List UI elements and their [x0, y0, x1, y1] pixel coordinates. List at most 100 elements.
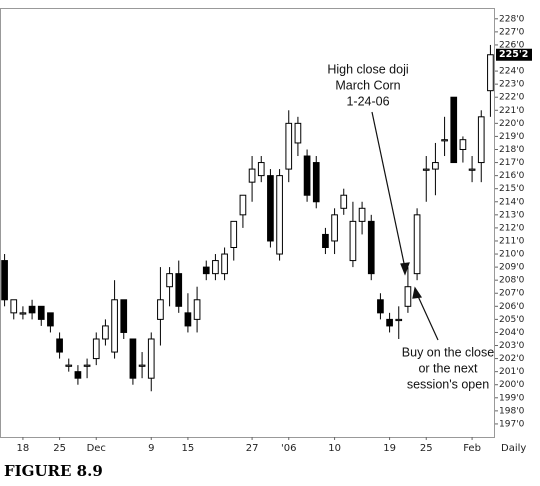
candle-body [386, 318, 393, 327]
arrowhead [400, 262, 410, 276]
candle-body [377, 299, 384, 314]
y-tick-label: 197'0 [499, 419, 525, 429]
y-tick-label: 210'0 [499, 250, 525, 260]
arrow [371, 111, 406, 269]
candle-body [422, 168, 430, 171]
candle-body [193, 299, 201, 320]
candle-body [120, 299, 128, 333]
candle-body [413, 214, 421, 275]
y-tick-label: 224'0 [499, 67, 525, 77]
caption: FIGURE 8.9 [4, 462, 103, 480]
candle-body [230, 220, 238, 249]
y-tick-label: 213'0 [499, 210, 525, 220]
x-tick-label: 10 [328, 443, 341, 454]
y-tick-label: 215'0 [499, 184, 525, 194]
annotation: High close doji [327, 62, 408, 76]
y-tick-label: 227'0 [499, 27, 525, 37]
arrowhead [412, 286, 423, 299]
candle-body [468, 168, 476, 171]
candle-body [10, 299, 18, 314]
candle-body [92, 338, 100, 360]
period-label: Daily [501, 443, 526, 454]
candle-body [65, 364, 73, 367]
y-tick-label: 201'0 [499, 367, 525, 377]
annotation: or the next [418, 361, 478, 375]
candle-body [294, 122, 302, 144]
y-tick-label: 211'0 [499, 236, 525, 246]
arrows [371, 111, 439, 341]
candle-body [166, 273, 173, 288]
y-tick-label: 221'0 [499, 106, 525, 116]
y-tick-label: 207'0 [499, 289, 525, 299]
y-tick-label: 216'0 [499, 171, 525, 181]
candle-body [157, 299, 164, 320]
candle-body [395, 318, 403, 322]
candle-body [312, 162, 320, 203]
annotation: session's open [407, 377, 489, 391]
y-tick-label: 205'0 [499, 315, 525, 325]
y-tick-label: 204'0 [499, 328, 525, 338]
y-tick-label: 200'0 [499, 380, 525, 390]
candle-body [285, 122, 293, 170]
candle-body [487, 54, 494, 92]
x-tick-label: 18 [17, 443, 30, 454]
candle-body [102, 325, 109, 340]
candle-body [221, 253, 228, 275]
candle-body [202, 266, 210, 275]
candle-body [212, 260, 219, 275]
candle-body [56, 338, 63, 353]
x-tick-label: 15 [182, 443, 195, 454]
candle-body [1, 260, 8, 301]
candle-body [19, 312, 27, 315]
candle-body [83, 364, 91, 367]
annotation: March Corn [335, 78, 400, 92]
y-tick-label: 218'0 [499, 145, 525, 155]
candle-body [404, 286, 412, 307]
x-tick-label: 19 [383, 443, 396, 454]
x-tick-label: 9 [148, 443, 154, 454]
candle-body [248, 168, 256, 183]
candle-body [441, 139, 448, 142]
y-tick-label: 214'0 [499, 197, 525, 207]
candle-body [276, 175, 283, 255]
candle-body [175, 273, 183, 307]
candle-body [257, 162, 265, 177]
candle-body [477, 116, 485, 164]
y-tick-label: 212'0 [499, 223, 525, 233]
y-tick-label: 217'0 [499, 158, 525, 168]
candle-body [111, 299, 118, 353]
candle-body [322, 233, 329, 249]
candle-body [340, 194, 348, 209]
candle-body [129, 338, 137, 379]
x-tick-label: '06 [281, 443, 296, 454]
x-tick-label: 27 [246, 443, 259, 454]
y-tick-label: 223'0 [499, 80, 525, 90]
candle-body [459, 139, 467, 150]
candle-body [37, 305, 45, 320]
candle-body [331, 214, 338, 242]
last-price-label: 225'2 [499, 49, 528, 60]
y-tick-label: 209'0 [499, 263, 525, 273]
candle-body [267, 175, 274, 242]
y-tick-label: 202'0 [499, 354, 525, 364]
candle-body [147, 338, 155, 379]
y-tick-label: 220'0 [499, 119, 525, 129]
x-tick-label: Feb [463, 443, 481, 454]
candle-body [239, 194, 247, 216]
candle-body [432, 162, 439, 170]
candle-body [303, 155, 311, 196]
candle-body [450, 96, 458, 164]
y-tick-label: 219'0 [499, 132, 525, 142]
y-tick-label: 228'0 [499, 14, 525, 24]
plot-frame [0, 8, 495, 438]
y-tick-label: 226'0 [499, 40, 525, 50]
y-tick-label: 206'0 [499, 302, 525, 312]
candle-body [28, 305, 36, 314]
x-tick-label: 25 [53, 443, 66, 454]
annotation: Buy on the close [402, 345, 494, 359]
candle-body [367, 220, 375, 275]
y-tick-label: 208'0 [499, 276, 525, 286]
candle-body [138, 364, 146, 367]
annotation: 1-24-06 [346, 94, 389, 108]
